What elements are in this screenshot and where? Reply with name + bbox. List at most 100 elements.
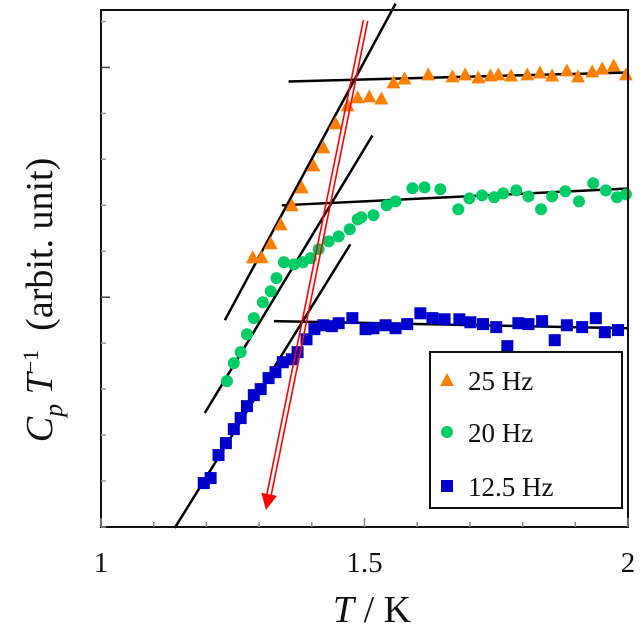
- data-point: [332, 230, 345, 243]
- data-point: [264, 285, 277, 298]
- data-point: [263, 236, 278, 250]
- data-point: [434, 183, 447, 196]
- data-point: [488, 191, 501, 204]
- data-point: [234, 346, 247, 359]
- data-point: [463, 192, 476, 205]
- legend-marker: [441, 426, 453, 438]
- data-point: [406, 182, 419, 195]
- data-point: [611, 324, 624, 337]
- data-point: [576, 321, 589, 334]
- data-point: [220, 375, 233, 388]
- data-point: [606, 58, 621, 72]
- data-point: [595, 61, 610, 75]
- data-point: [559, 63, 574, 77]
- data-point: [458, 67, 473, 81]
- data-point: [397, 71, 412, 85]
- legend-box: [429, 351, 623, 509]
- data-point: [227, 423, 240, 436]
- data-point: [421, 67, 436, 81]
- series-20-hz: [220, 177, 632, 388]
- legend-label: 25 Hz: [468, 366, 533, 396]
- data-point: [306, 158, 321, 172]
- data-point: [328, 116, 343, 130]
- data-point: [240, 400, 253, 413]
- data-point: [204, 472, 217, 485]
- series-25-hz: [245, 58, 633, 264]
- arrow-shaft: [266, 19, 365, 495]
- data-point: [374, 91, 389, 105]
- data-point: [350, 90, 365, 104]
- data-point: [227, 357, 240, 370]
- legend-label: 20 Hz: [468, 418, 533, 448]
- data-point: [219, 437, 232, 450]
- data-point: [386, 75, 401, 89]
- data-point: [247, 312, 260, 325]
- data-point: [367, 209, 380, 222]
- data-point: [389, 322, 402, 335]
- x-tick-labels: 1 1.5 2: [94, 547, 636, 579]
- data-point: [536, 315, 549, 328]
- data-point: [453, 313, 466, 326]
- data-point: [256, 296, 269, 309]
- data-point: [418, 181, 431, 194]
- data-point: [491, 67, 506, 81]
- data-point: [497, 187, 510, 200]
- data-point: [340, 98, 355, 112]
- data-point: [273, 217, 288, 231]
- data-point: [445, 69, 460, 83]
- x-tick-label: 1.5: [346, 547, 382, 579]
- x-tick-label: 2: [621, 547, 636, 579]
- data-point: [535, 203, 548, 216]
- data-point: [401, 318, 414, 331]
- data-point: [545, 68, 560, 82]
- data-point: [560, 319, 573, 332]
- data-point: [362, 89, 377, 103]
- data-point: [438, 313, 451, 326]
- legend-marker: [440, 373, 454, 386]
- y-axis-label: Cp T−1 (arbit. unit): [18, 158, 68, 442]
- data-point: [559, 185, 572, 198]
- data-point: [355, 211, 368, 224]
- data-point: [332, 317, 345, 330]
- data-point: [598, 326, 611, 339]
- transition-arrow: [261, 19, 369, 510]
- data-point: [343, 223, 356, 236]
- data-point: [546, 190, 559, 203]
- series-12.5-hz: [197, 307, 624, 490]
- data-point: [270, 272, 283, 285]
- data-point: [585, 64, 600, 78]
- data-point: [522, 190, 535, 203]
- data-point: [471, 70, 486, 84]
- fit-line-steep: [223, 2, 397, 321]
- data-point: [234, 412, 247, 425]
- data-point: [520, 67, 535, 81]
- data-point: [287, 258, 300, 271]
- data-point: [269, 366, 282, 379]
- data-point: [380, 199, 393, 212]
- data-point: [501, 340, 514, 353]
- data-point: [212, 449, 225, 462]
- data-point: [476, 189, 489, 202]
- data-point: [284, 198, 299, 212]
- data-point: [589, 312, 602, 325]
- data-point: [599, 184, 612, 197]
- data-point: [570, 69, 585, 83]
- data-point: [464, 316, 477, 329]
- axes: [100, 9, 629, 528]
- data-point: [294, 180, 309, 194]
- x-tick-label: 1: [94, 547, 109, 579]
- data-point: [389, 195, 402, 208]
- data-point: [367, 322, 380, 335]
- data-point: [346, 312, 359, 325]
- data-point: [522, 318, 535, 331]
- legend-marker: [441, 480, 453, 492]
- arrow-shaft: [270, 20, 369, 495]
- data-point: [254, 383, 267, 396]
- data-point: [510, 184, 523, 197]
- data-points: [197, 58, 633, 490]
- data-point: [512, 317, 525, 330]
- data-point: [587, 177, 600, 190]
- data-point: [477, 318, 490, 331]
- data-point: [245, 250, 260, 264]
